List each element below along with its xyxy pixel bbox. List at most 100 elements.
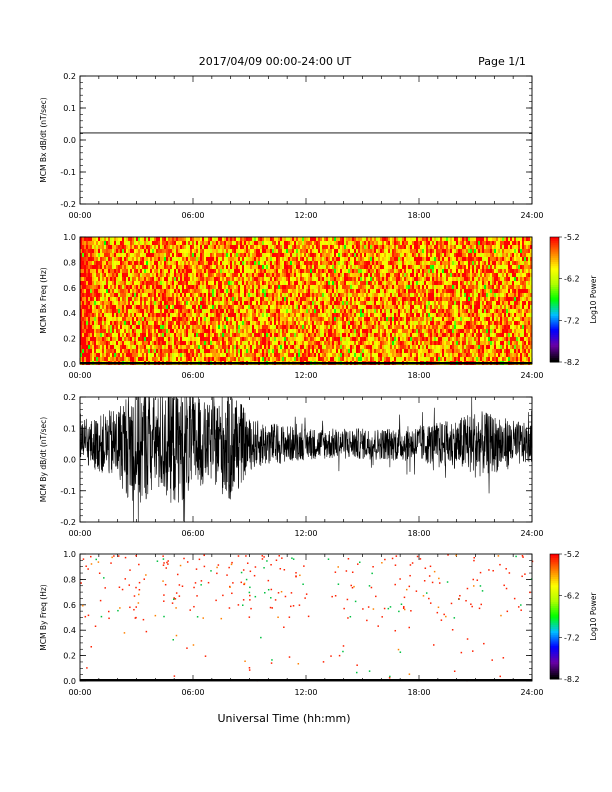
spectrogram-cell	[112, 289, 114, 293]
spectrogram-cell	[164, 329, 166, 333]
spectrogram-cell	[186, 301, 188, 305]
spectrogram-cell	[306, 345, 308, 349]
spectrogram-cell	[208, 325, 210, 329]
spectrogram-cell	[306, 337, 308, 341]
spectrogram-cell	[98, 253, 100, 257]
spectrogram-cell	[364, 353, 366, 357]
spectrogram-cell	[160, 357, 162, 361]
spectrogram-cell	[244, 349, 246, 353]
spectrogram-cell	[302, 277, 304, 281]
spectrogram-cell	[348, 277, 350, 281]
spectrogram-cell	[232, 345, 234, 349]
spectrogram-cell	[236, 241, 238, 245]
spectrogram-cell	[158, 257, 160, 261]
spectrogram-cell	[198, 337, 200, 341]
spectrogram-cell	[316, 345, 318, 349]
spectrogram-cell	[112, 313, 114, 317]
spectrogram-cell	[220, 245, 222, 249]
spectrogram-cell	[144, 341, 146, 345]
spectrogram-cell	[154, 353, 156, 357]
spectrogram-cell	[338, 317, 340, 321]
spectrogram-cell	[374, 249, 376, 253]
spectrogram-cell	[120, 269, 122, 273]
spectrogram-cell	[294, 341, 296, 345]
spectrogram-cell	[362, 305, 364, 309]
spectrogram-cell	[204, 285, 206, 289]
spectrogram-cell	[372, 265, 374, 269]
spectrogram-cell	[248, 357, 250, 361]
spectrogram-cell	[280, 237, 282, 241]
spectrogram-cell	[142, 285, 144, 289]
spectrogram-cell	[332, 325, 334, 329]
spectrogram-cell	[136, 329, 138, 333]
spectrogram-cell	[212, 237, 214, 241]
spectrogram-cell	[152, 357, 154, 361]
spectrogram-cell	[84, 269, 86, 273]
spectrogram-cell	[246, 341, 248, 345]
spectrogram-cell	[318, 277, 320, 281]
spectrogram-cell	[284, 349, 286, 353]
spectrogram-cell	[360, 253, 362, 257]
spectrogram-cell	[92, 301, 94, 305]
spectrogram-cell	[100, 297, 102, 301]
spectrogram-cell	[128, 353, 130, 357]
spectrogram-cell	[272, 285, 274, 289]
spectrogram-cell	[88, 337, 90, 341]
spectrogram-cell	[98, 337, 100, 341]
spectrogram-cell	[84, 277, 86, 281]
spectrogram-cell	[214, 329, 216, 333]
spectrogram-cell	[358, 261, 360, 265]
spectrogram-cell	[316, 341, 318, 345]
spectrogram-cell	[126, 285, 128, 289]
spectrogram-cell	[140, 341, 142, 345]
spectrogram-cell	[186, 293, 188, 297]
spectrogram-cell	[312, 273, 314, 277]
spectrogram-cell	[158, 301, 160, 305]
spectrogram-cell	[212, 241, 214, 245]
spectrogram-cell	[232, 265, 234, 269]
spectrogram-cell	[270, 313, 272, 317]
spectrogram-cell	[352, 317, 354, 321]
spectrogram-cell	[306, 277, 308, 281]
spectrogram-cell	[286, 349, 288, 353]
spectrogram-cell	[252, 237, 254, 241]
spectrogram-cell	[360, 305, 362, 309]
spectrogram-cell	[218, 237, 220, 241]
spectrogram-cell	[82, 265, 84, 269]
spectrogram-cell	[216, 249, 218, 253]
spectrogram-cell	[300, 353, 302, 357]
spectrogram-cell	[338, 297, 340, 301]
spectrogram-cell	[310, 297, 312, 301]
spectrogram-cell	[260, 325, 262, 329]
spectrogram-cell	[328, 281, 330, 285]
spectrogram-cell	[344, 293, 346, 297]
spectrogram-cell	[122, 289, 124, 293]
spectrogram-cell	[88, 345, 90, 349]
spectrogram-cell	[308, 345, 310, 349]
spectrogram-cell	[222, 353, 224, 357]
spectrogram-cell	[252, 245, 254, 249]
spectrogram-cell	[170, 345, 172, 349]
spectrogram-cell	[82, 237, 84, 241]
spectrogram-cell	[296, 273, 298, 277]
spectrogram-cell	[316, 329, 318, 333]
spectrogram-cell	[238, 313, 240, 317]
spectrogram-cell	[272, 253, 274, 257]
spectrogram-cell	[152, 237, 154, 241]
spectrogram-cell	[308, 293, 310, 297]
spectrogram-cell	[160, 353, 162, 357]
spectrogram-cell	[230, 353, 232, 357]
spectrogram-cell	[154, 305, 156, 309]
spectrogram-cell	[98, 305, 100, 309]
spectrogram-cell	[280, 317, 282, 321]
spectrogram-cell	[142, 293, 144, 297]
spectrogram-cell	[230, 245, 232, 249]
spectrogram-cell	[96, 333, 98, 337]
spectrogram-cell	[270, 357, 272, 361]
spectrogram-cell	[244, 309, 246, 313]
spectrogram-cell	[170, 273, 172, 277]
spectrogram-cell	[124, 281, 126, 285]
spectrogram-cell	[110, 289, 112, 293]
spectrogram-cell	[246, 333, 248, 337]
spectrogram-cell	[296, 337, 298, 341]
